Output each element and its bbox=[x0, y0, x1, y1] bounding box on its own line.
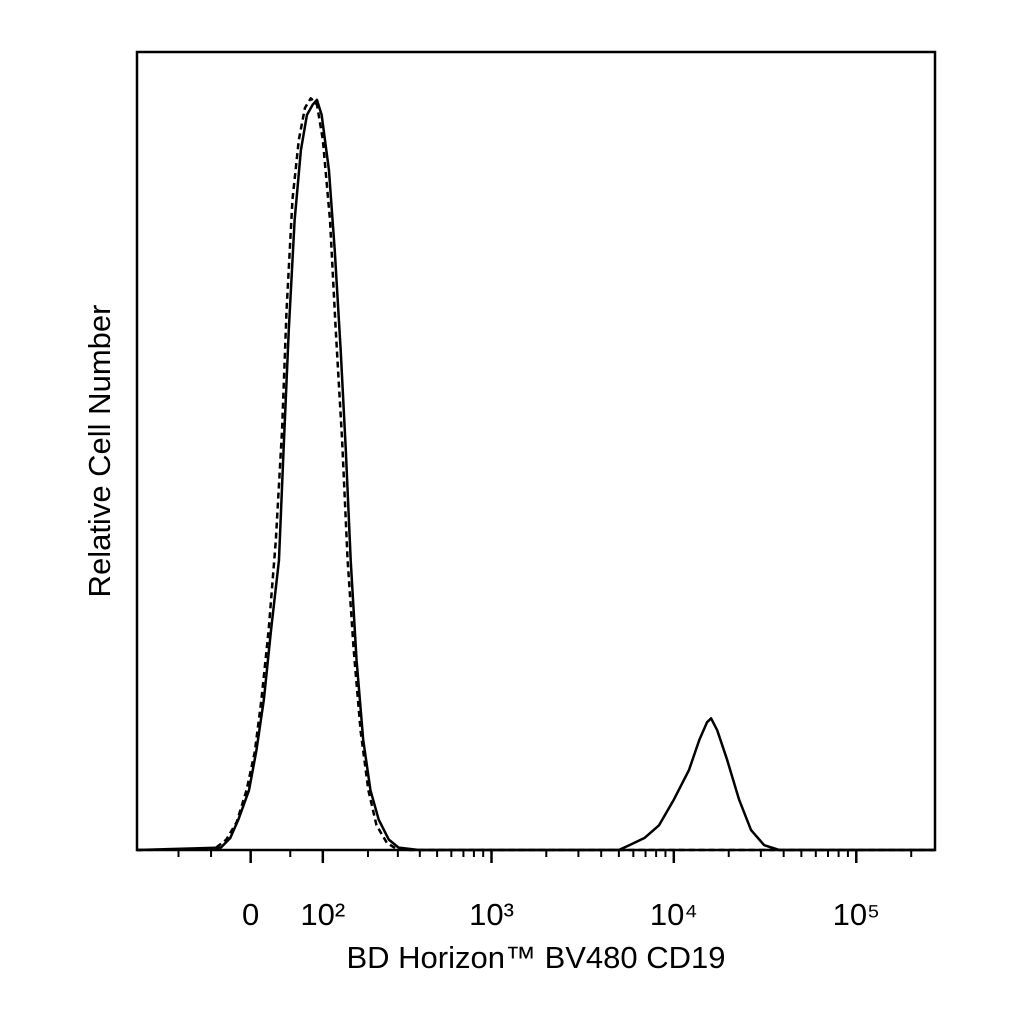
histogram-line bbox=[136, 98, 935, 852]
x-tick-label: 10² bbox=[300, 897, 345, 932]
x-tick-label: 0 bbox=[242, 897, 259, 932]
x-tick-label: 10⁴ bbox=[650, 897, 698, 932]
plot-frame bbox=[135, 50, 937, 852]
x-axis-title: BD Horizon™ BV480 CD19 bbox=[346, 940, 725, 975]
isotype-line bbox=[136, 97, 935, 852]
y-axis-title: Relative Cell Number bbox=[82, 305, 117, 598]
x-tick-label: 10⁵ bbox=[833, 897, 880, 932]
x-tick-label: 10³ bbox=[469, 897, 514, 932]
